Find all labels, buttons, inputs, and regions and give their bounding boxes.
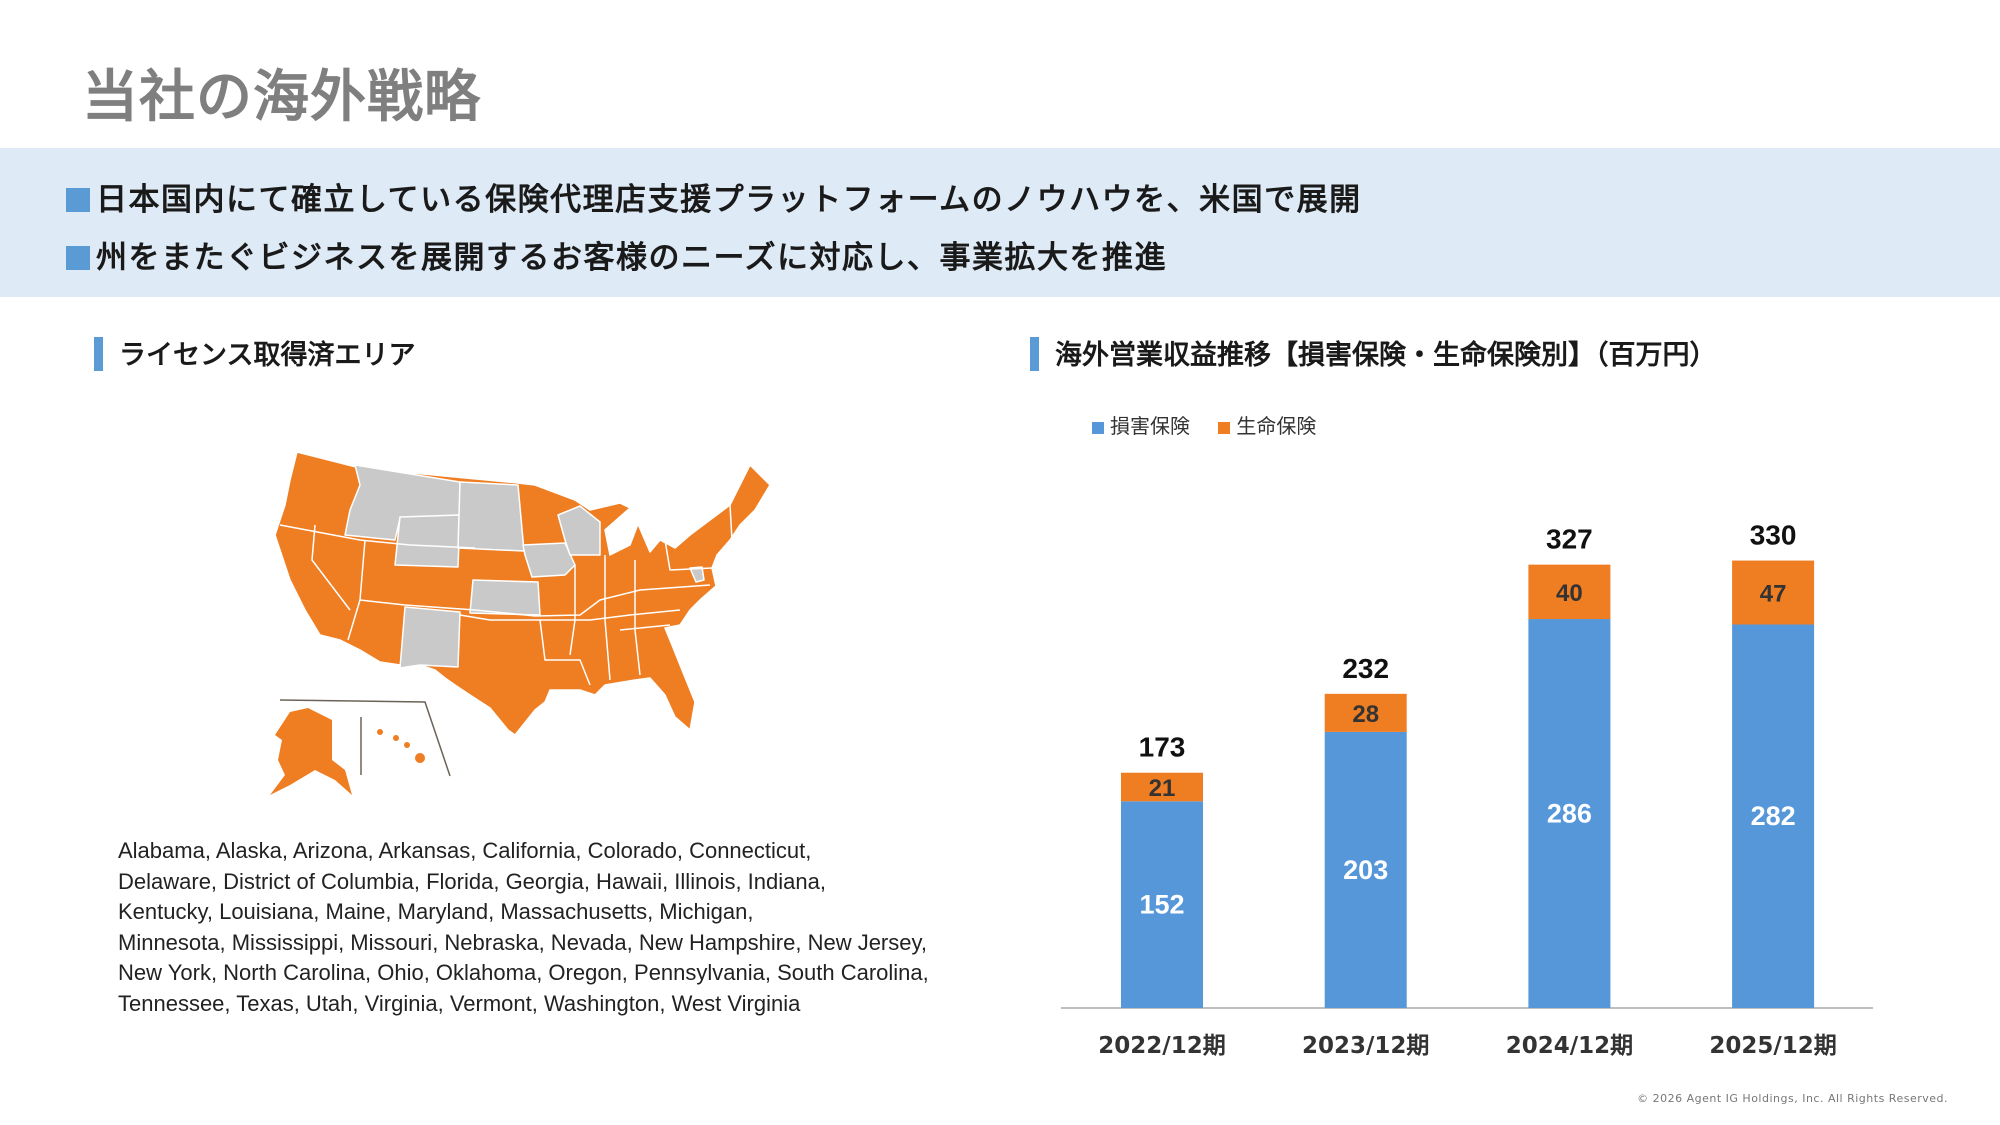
bar-value-label: 203 [1343,855,1388,885]
bullet-text: 日本国内にて確立している保険代理店支援プラットフォームのノウハウを、米国で展開 [96,182,1362,218]
map-alaska [270,708,352,795]
x-tick-label: 2023/12期 [1302,1033,1429,1059]
bar-value-label: 47 [1760,581,1787,608]
legend-label: 生命保険 [1236,414,1317,438]
bar-value-label: 282 [1751,801,1796,831]
bar-total-label: 327 [1546,524,1593,555]
licensed-states-list: Alabama, Alaska, Arizona, Arkansas, Cali… [118,836,929,1019]
bar-total-label: 173 [1139,732,1186,763]
map-unlicensed-nm [399,606,461,669]
bar-value-label: 152 [1139,890,1184,920]
legend-label: 損害保険 [1110,414,1190,438]
map-unlicensed-ia [522,542,576,578]
license-area-heading: ライセンス取得済エリア [94,333,415,372]
summary-bullet: 日本国内にて確立している保険代理店支援プラットフォームのノウハウを、米国で展開 [66,174,1362,219]
bar-total-label: 232 [1342,653,1389,684]
bullet-text: 州をまたぐビジネスを展開するお客様のニーズに対応し、事業拡大を推進 [96,240,1167,276]
legend-swatch-icon [1092,422,1104,434]
states-line: Alabama, Alaska, Arizona, Arkansas, Cali… [118,838,812,863]
x-tick-label: 2022/12期 [1098,1033,1225,1059]
bullet-square-icon [66,246,90,270]
revenue-stacked-bar-chart: 152 21 173 2022/12期 203 28 232 2023/12期 286 40 327… [1061,520,1873,1059]
bar-non-life [1121,801,1203,1008]
states-line: New York, North Carolina, Ohio, Oklahoma… [118,960,929,985]
bar-life [1121,772,1203,802]
page-title: 当社の海外戦略 [82,65,481,130]
map-unlicensed-wi [557,505,601,556]
map-unlicensed-wy [394,514,461,568]
heading-text: ライセンス取得済エリア [119,340,416,371]
heading-bar-icon [1030,337,1039,371]
x-tick-label: 2025/12期 [1709,1033,1836,1059]
bar-non-life [1528,619,1611,1008]
bar-life [1732,560,1815,625]
x-tick-label: 2024/12期 [1506,1033,1633,1059]
map-unlicensed-nd-sd [457,481,525,552]
us-license-map [270,451,771,795]
copyright-footer: © 2026 Agent IG Holdings, Inc. All Right… [1637,1092,1948,1105]
bar-life [1528,564,1611,620]
states-line: Tennessee, Texas, Utah, Virginia, Vermon… [118,990,801,1016]
states-line: Delaware, District of Columbia, Florida,… [118,868,826,894]
map-hawaii [377,729,383,735]
summary-bullet: 州をまたぐビジネスを展開するお客様のニーズに対応し、事業拡大を推進 [66,232,1167,277]
heading-text: 海外営業収益推移【損害保険・生命保険別】（百万円） [1055,340,1717,371]
legend-item-life: 生命保険 [1218,414,1316,438]
bar-non-life [1324,731,1407,1008]
legend-swatch-icon [1218,422,1231,434]
heading-bar-icon [94,337,103,371]
map-unlicensed-md-area [689,566,705,583]
bar-total-label: 330 [1750,520,1797,551]
bar-value-label: 286 [1547,799,1592,829]
bar-life [1324,693,1407,732]
bar-non-life [1732,624,1815,1008]
bullet-square-icon [66,188,90,212]
bar-value-label: 28 [1352,701,1379,728]
revenue-heading: 海外営業収益推移【損害保険・生命保険別】（百万円） [1030,333,1717,372]
map-unlicensed-ks [469,579,541,616]
bar-value-label: 21 [1149,775,1176,802]
states-line: Minnesota, Mississippi, Missouri, Nebras… [118,929,927,955]
states-line: Kentucky, Louisiana, Maine, Maryland, Ma… [118,899,754,924]
summary-band [0,148,2000,297]
map-inset-alaska-hawaii [270,699,451,795]
legend-item-non-life: 損害保険 [1092,414,1190,438]
bar-value-label: 40 [1556,580,1583,607]
chart-legend: 損害保険 生命保険 [1092,410,1338,439]
